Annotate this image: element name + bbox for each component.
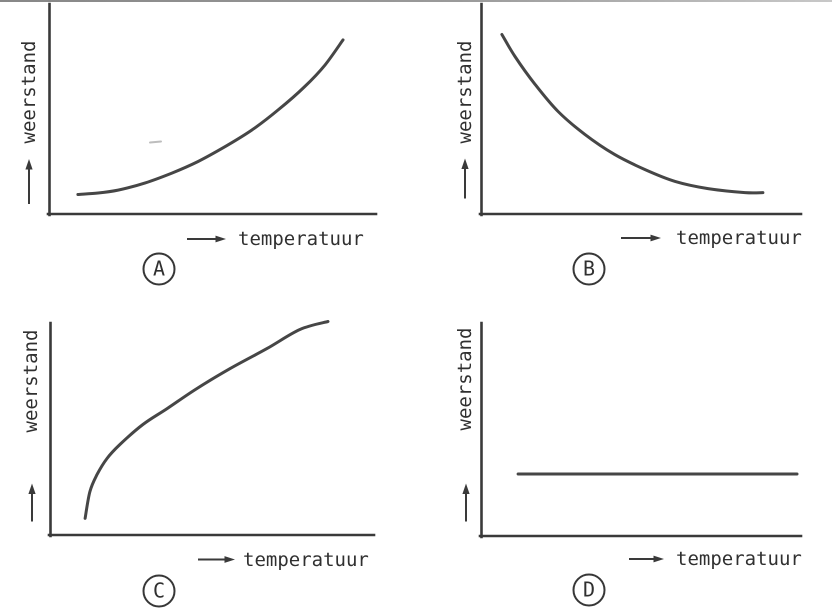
x-axis-label: temperatuur — [676, 548, 802, 570]
resistance-curve-a — [76, 38, 345, 196]
panel-b: weerstand temperatuur B — [416, 0, 832, 300]
right-arrow-icon — [198, 556, 235, 563]
x-axis-label: temperatuur — [238, 228, 364, 250]
right-arrow-head — [215, 235, 226, 243]
option-letter-a: A — [152, 256, 166, 281]
panel-a: weerstand temperatuur A — [0, 0, 416, 300]
option-badge-a: A — [142, 252, 176, 285]
right-arrow-head — [224, 556, 235, 563]
option-badge-c: C — [142, 574, 176, 607]
graph-canvas-a — [25, 2, 378, 243]
y-axis-label: weerstand — [454, 327, 476, 431]
right-arrow-head — [653, 555, 664, 563]
right-arrow-icon — [621, 234, 661, 242]
right-arrow-icon — [629, 555, 664, 563]
graph-canvas-b — [461, 2, 803, 242]
up-arrow-icon — [462, 483, 470, 522]
option-letter-d: D — [582, 577, 596, 602]
right-arrow-head — [650, 234, 661, 242]
y-axis-label: weerstand — [453, 40, 476, 143]
x-axis-label: temperatuur — [243, 548, 369, 571]
option-letter-b: B — [582, 256, 596, 281]
up-arrow-icon — [28, 483, 36, 522]
y-axis-label: weerstand — [20, 329, 42, 432]
option-letter-c: C — [152, 578, 166, 603]
option-badge-b: B — [572, 252, 606, 285]
graph-canvas-c — [28, 320, 376, 563]
panel-c: weerstand temperatuur C — [0, 300, 416, 614]
up-arrow-head — [462, 483, 470, 494]
option-badge-d: D — [572, 573, 606, 606]
graph-canvas-d — [462, 321, 803, 563]
resistance-curve-c — [83, 320, 330, 520]
up-arrow-head — [28, 483, 36, 494]
up-arrow-head — [461, 158, 469, 169]
y-axis-label: weerstand — [17, 40, 40, 144]
scan-edge-line — [0, 0, 832, 2]
up-arrow-icon — [25, 159, 33, 204]
right-arrow-icon — [187, 235, 226, 243]
x-axis-label: temperatuur — [676, 227, 802, 249]
resistance-curve-b — [500, 33, 765, 195]
panel-d: weerstand temperatuur D — [416, 300, 832, 614]
up-arrow-icon — [461, 158, 469, 199]
scan-artifact — [149, 140, 162, 144]
up-arrow-head — [25, 159, 33, 170]
